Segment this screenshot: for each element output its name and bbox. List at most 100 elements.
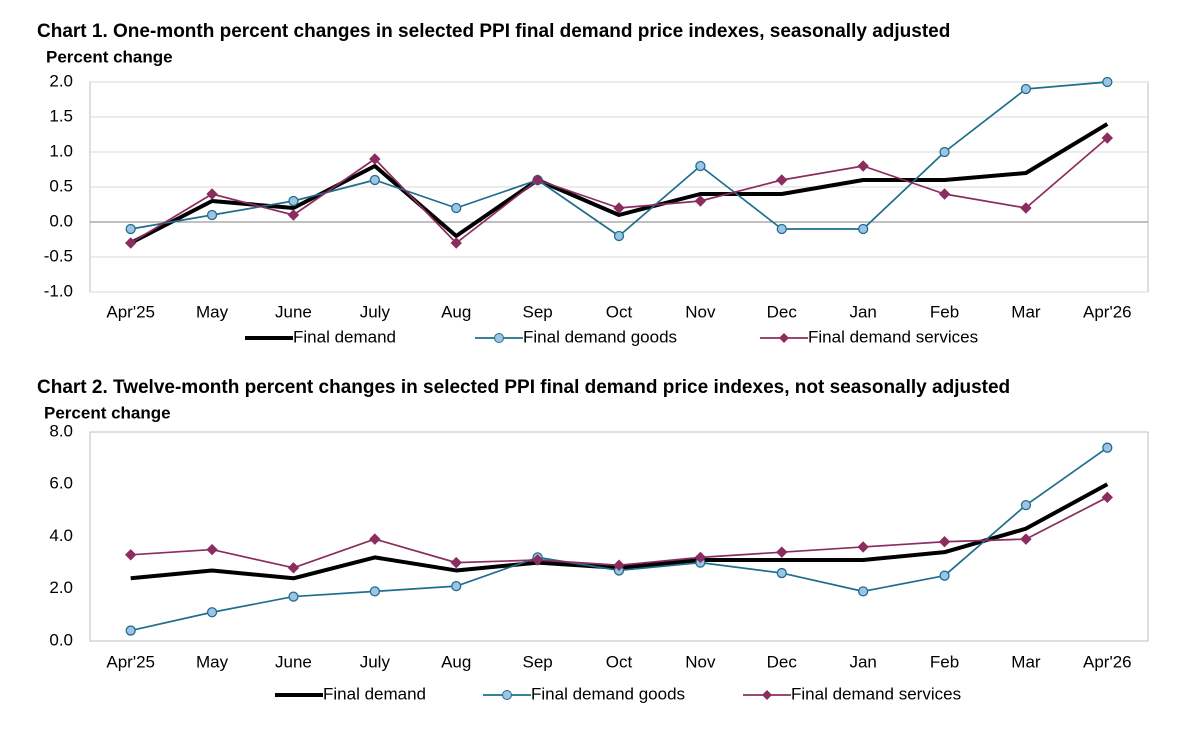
data-point bbox=[1101, 491, 1114, 504]
x-tick-label: June bbox=[275, 302, 312, 321]
data-point bbox=[288, 591, 299, 602]
x-tick-label: Dec bbox=[767, 302, 798, 321]
data-point bbox=[613, 559, 625, 571]
data-point bbox=[1101, 132, 1114, 144]
data-point bbox=[613, 230, 625, 242]
data-point bbox=[451, 202, 462, 214]
series-line bbox=[130, 137, 1108, 244]
legend-label: Final demand goods bbox=[531, 684, 685, 703]
data-point bbox=[1020, 533, 1032, 545]
data-point bbox=[206, 209, 218, 221]
data-point bbox=[857, 160, 869, 172]
data-point bbox=[369, 153, 381, 165]
legend-marker bbox=[779, 333, 789, 343]
data-point bbox=[1102, 76, 1113, 88]
x-tick-label: Dec bbox=[767, 652, 798, 671]
x-tick-label: Oct bbox=[606, 302, 633, 321]
y-tick-label: 8.0 bbox=[49, 421, 73, 440]
data-point bbox=[451, 580, 462, 592]
y-tick-label: 4.0 bbox=[49, 526, 73, 545]
data-point bbox=[858, 586, 869, 597]
data-point bbox=[776, 174, 788, 186]
data-point bbox=[1102, 442, 1113, 453]
y-tick-label: 6.0 bbox=[49, 474, 73, 493]
data-point bbox=[450, 237, 462, 249]
x-tick-label: Oct bbox=[606, 652, 633, 671]
data-point bbox=[776, 546, 788, 558]
x-tick-label: Jan bbox=[849, 302, 876, 321]
legend-label: Final demand bbox=[293, 327, 396, 346]
data-point bbox=[1020, 499, 1032, 511]
y-tick-label: 2.0 bbox=[49, 578, 73, 597]
plot-area bbox=[89, 431, 1149, 642]
legend-marker bbox=[762, 690, 772, 700]
legend-marker bbox=[494, 333, 504, 343]
data-point bbox=[776, 567, 787, 579]
data-point bbox=[124, 549, 137, 561]
x-tick-label: Apr'26 bbox=[1083, 302, 1132, 321]
data-point bbox=[369, 533, 381, 545]
data-point bbox=[694, 195, 707, 207]
data-point bbox=[288, 195, 299, 207]
y-tick-label: 0.0 bbox=[49, 630, 73, 649]
data-point bbox=[857, 541, 869, 553]
legend-label: Final demand goods bbox=[523, 327, 677, 346]
legend-label: Final demand bbox=[323, 684, 426, 703]
x-tick-label: May bbox=[196, 302, 229, 321]
data-point bbox=[369, 174, 380, 186]
x-tick-label: Feb bbox=[930, 652, 959, 671]
data-point bbox=[206, 188, 218, 200]
data-point bbox=[206, 607, 218, 618]
y-tick-label: 0.5 bbox=[49, 176, 73, 195]
y-axis-label: Percent change bbox=[46, 47, 173, 66]
data-point bbox=[694, 551, 707, 564]
x-tick-label: Feb bbox=[930, 302, 959, 321]
y-axis-label: Percent change bbox=[44, 403, 171, 422]
y-tick-label: -1.0 bbox=[44, 281, 73, 300]
legend-label: Final demand services bbox=[808, 327, 978, 346]
legend-marker bbox=[502, 690, 512, 700]
series-line bbox=[129, 122, 1109, 245]
x-tick-label: Sep bbox=[522, 652, 552, 671]
series-line bbox=[130, 496, 1108, 569]
y-tick-label: 1.5 bbox=[49, 106, 73, 125]
x-tick-label: Sep bbox=[522, 302, 552, 321]
data-point bbox=[206, 543, 218, 556]
y-tick-label: -0.5 bbox=[44, 246, 73, 265]
data-point bbox=[125, 223, 136, 235]
x-tick-label: Aug bbox=[441, 652, 471, 671]
x-tick-label: Apr'25 bbox=[106, 652, 155, 671]
x-tick-label: July bbox=[360, 652, 391, 671]
data-point bbox=[287, 562, 300, 574]
x-tick-label: June bbox=[275, 652, 312, 671]
chart-title: Chart 2. Twelve-month percent changes in… bbox=[37, 377, 1010, 398]
x-tick-label: Nov bbox=[685, 652, 716, 671]
data-point bbox=[531, 174, 544, 186]
data-point bbox=[776, 223, 787, 235]
x-tick-label: Mar bbox=[1011, 652, 1041, 671]
data-point bbox=[939, 570, 950, 581]
y-tick-label: 0.0 bbox=[49, 211, 73, 230]
data-point bbox=[858, 223, 869, 235]
x-tick-label: Jan bbox=[849, 652, 876, 671]
data-point bbox=[124, 237, 137, 249]
data-point bbox=[939, 146, 950, 158]
series-line bbox=[130, 446, 1108, 632]
legend-label: Final demand services bbox=[791, 684, 961, 703]
data-point bbox=[125, 625, 136, 636]
x-tick-label: Apr'26 bbox=[1083, 652, 1132, 671]
y-tick-label: 1.0 bbox=[49, 141, 73, 160]
data-point bbox=[938, 188, 951, 200]
x-tick-label: May bbox=[196, 652, 229, 671]
data-point bbox=[1020, 202, 1032, 214]
y-tick-label: 2.0 bbox=[49, 71, 73, 90]
data-point bbox=[695, 160, 706, 172]
data-point bbox=[1020, 83, 1032, 95]
x-tick-label: July bbox=[360, 302, 391, 321]
x-tick-label: Apr'25 bbox=[106, 302, 155, 321]
data-point bbox=[287, 209, 300, 221]
x-tick-label: Nov bbox=[685, 302, 716, 321]
data-point bbox=[613, 202, 625, 214]
chart-title: Chart 1. One-month percent changes in se… bbox=[37, 21, 950, 42]
